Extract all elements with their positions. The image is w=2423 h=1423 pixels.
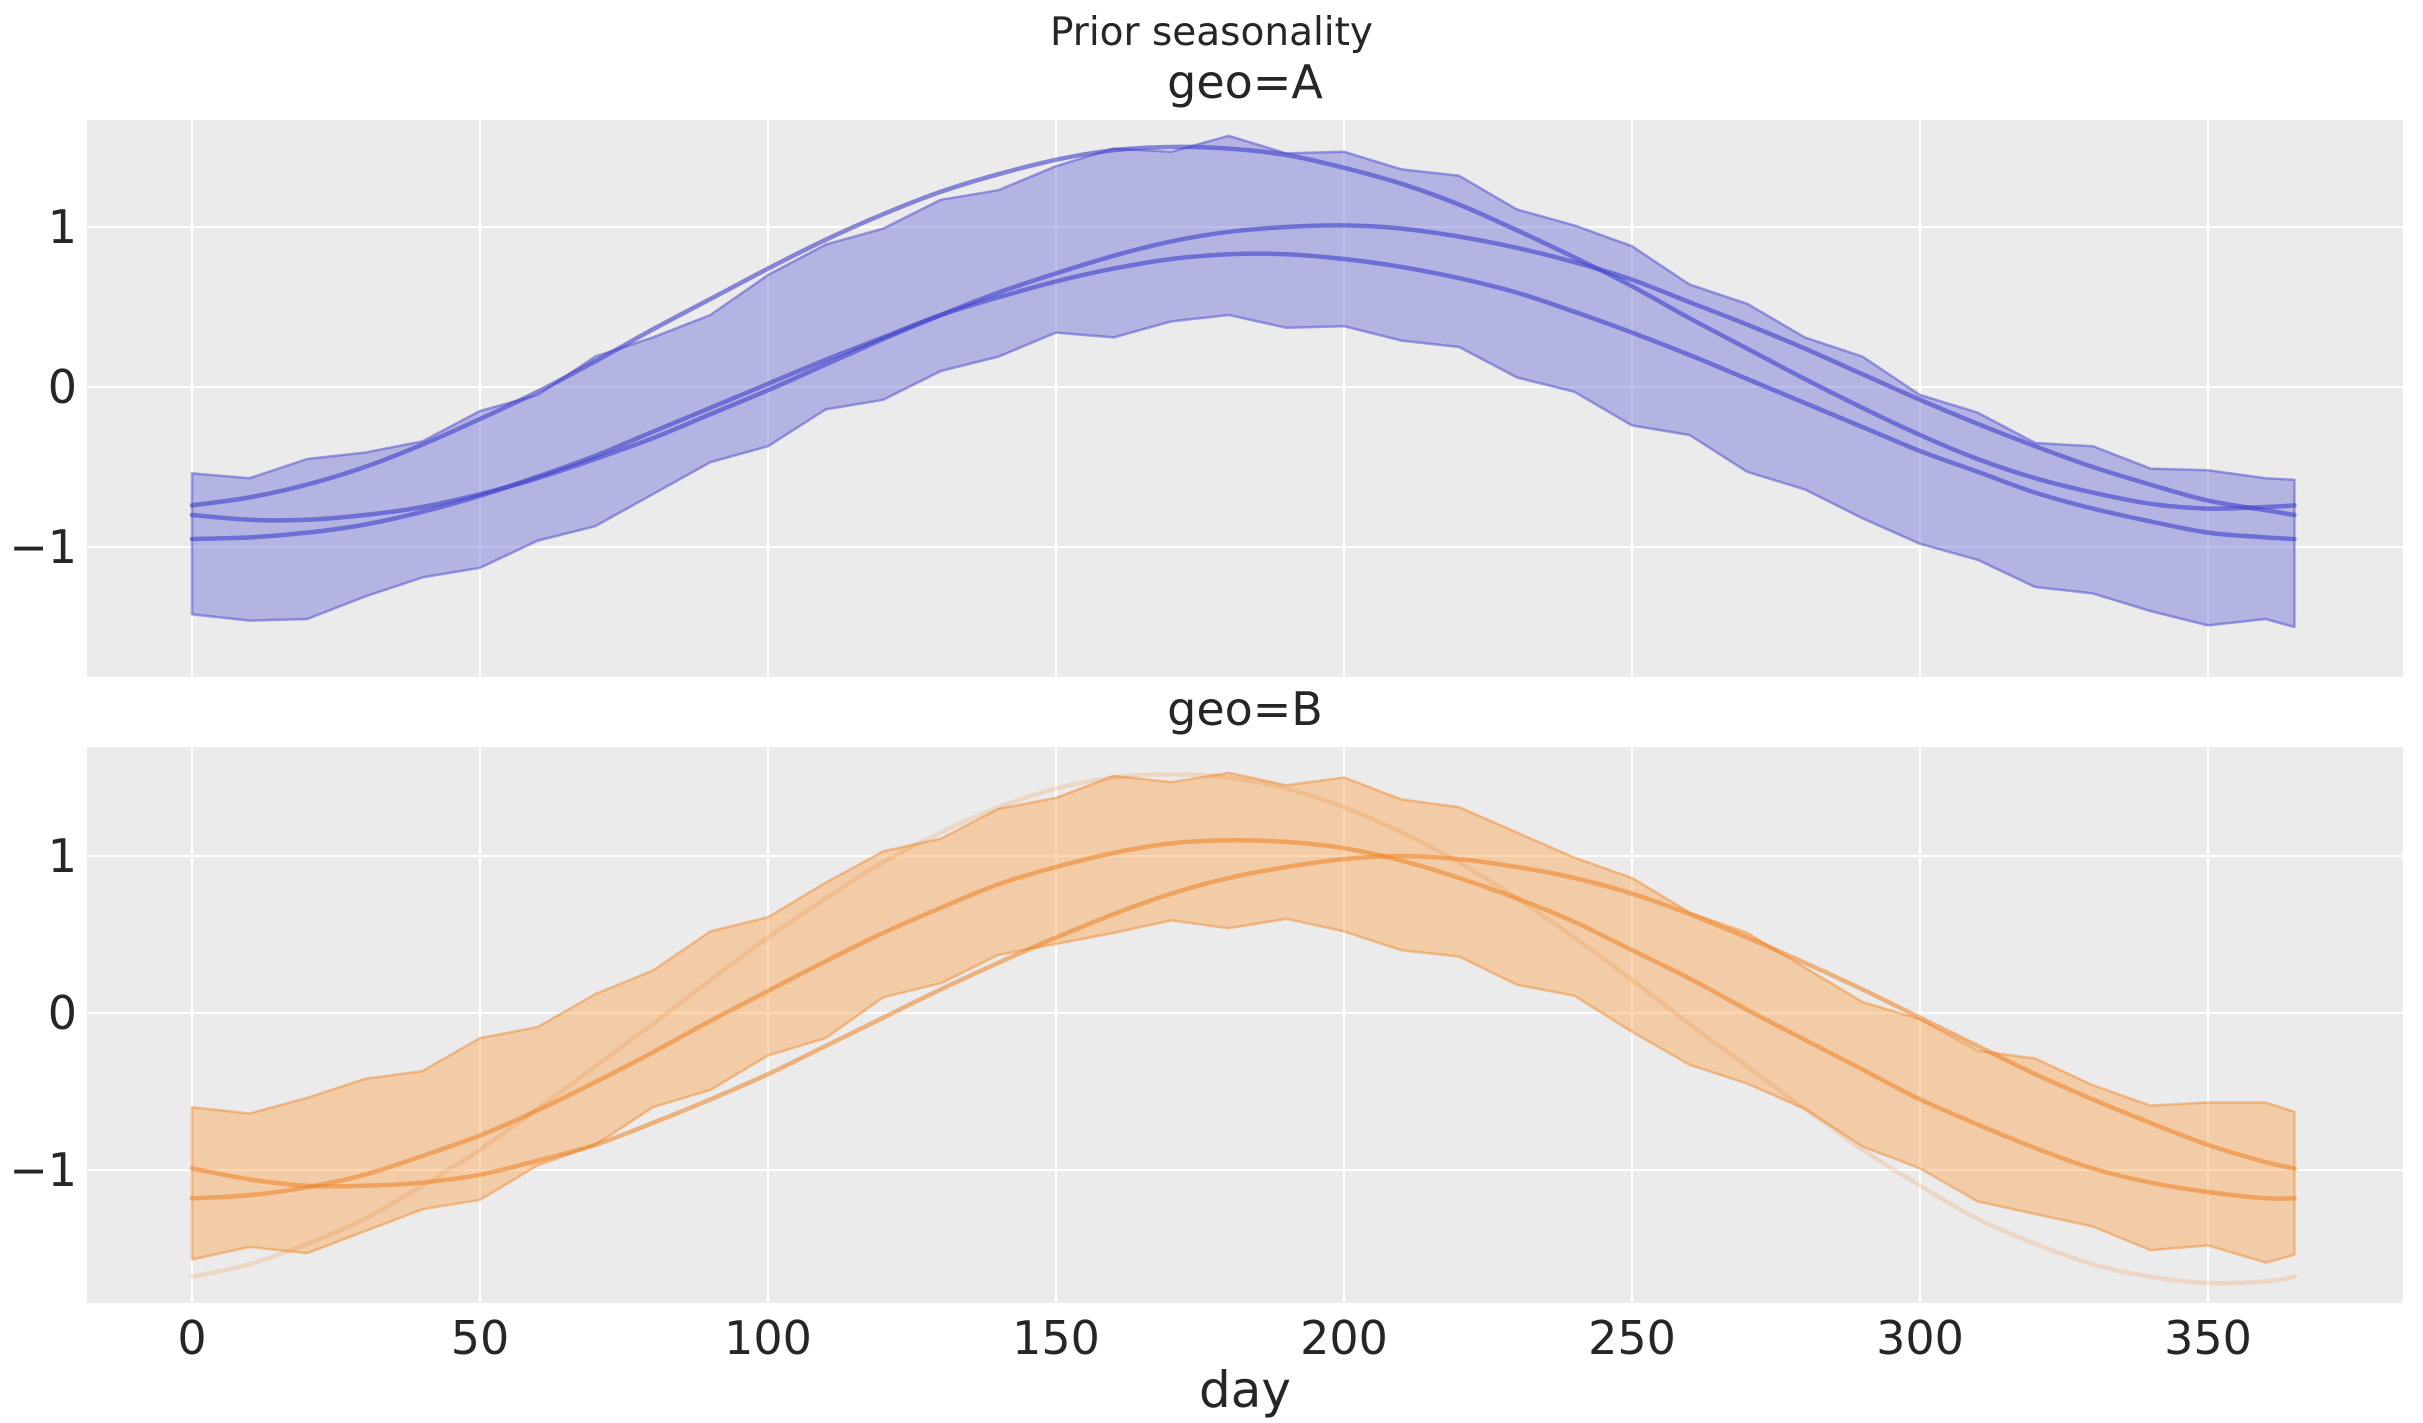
uncertainty-band-geo-b — [190, 771, 2296, 1264]
y-tick-label: 1 — [47, 200, 77, 254]
subplot-title-geo-b: geo=B — [1167, 682, 1323, 736]
prior-sample-2-line-geo-b — [189, 837, 2297, 1201]
x-tick-label: 100 — [724, 1311, 812, 1365]
x-tick-label: 50 — [450, 1311, 510, 1365]
plot-area-geo-a — [87, 120, 2403, 677]
prior-sample-1-line-geo-a — [189, 144, 2297, 511]
y-tick-label: −1 — [9, 520, 77, 574]
y-tick-label: 0 — [47, 360, 77, 414]
x-tick-label: 350 — [2164, 1311, 2252, 1365]
prior-sample-1-line-geo-b — [189, 853, 2297, 1189]
plot-background — [87, 120, 2403, 677]
x-tick-label: 200 — [1300, 1311, 1388, 1365]
subplot-title-geo-a: geo=A — [1167, 55, 1323, 109]
prior-sample-3-line-geo-b — [189, 772, 2297, 1286]
y-tick-label: −1 — [9, 1143, 77, 1197]
x-axis-label: day — [1199, 1361, 1291, 1419]
x-tick-label: 0 — [177, 1311, 207, 1365]
x-tick-label: 250 — [1588, 1311, 1676, 1365]
y-tick-label: 1 — [47, 829, 77, 883]
subplot-canvas-geo-a — [87, 120, 2403, 677]
x-tick-label: 150 — [1012, 1311, 1100, 1365]
subplot-canvas-geo-b — [87, 747, 2403, 1303]
prior-sample-3-line-geo-a — [189, 251, 2297, 542]
x-tick-label: 300 — [1876, 1311, 1964, 1365]
plot-area-geo-b — [87, 747, 2403, 1303]
y-tick-label: 0 — [47, 986, 77, 1040]
figure-title: Prior seasonality — [1049, 10, 1374, 55]
